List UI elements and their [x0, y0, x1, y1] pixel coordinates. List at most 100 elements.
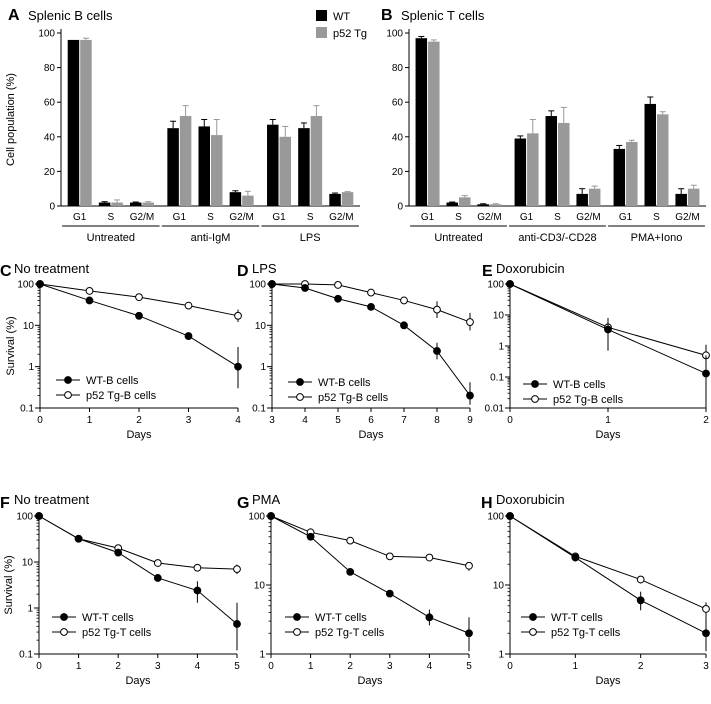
- bar-wt: [198, 126, 210, 206]
- data-point-filled: [425, 613, 434, 622]
- category-label: G1: [272, 212, 286, 223]
- data-point-filled: [114, 548, 123, 557]
- x-axis-label: Days: [357, 675, 383, 687]
- y-tick-label: 1: [260, 362, 266, 373]
- bar-p52tg: [459, 197, 471, 206]
- panel-label: C: [0, 263, 12, 280]
- bar-p52tg: [310, 116, 323, 206]
- panel-title: Splenic B cells: [28, 8, 113, 23]
- data-point-filled: [465, 629, 473, 638]
- legend-label: p52 Tg-T cells: [551, 627, 621, 639]
- data-point-filled: [506, 280, 514, 288]
- data-point-filled: [385, 589, 394, 598]
- panel-title: PMA: [252, 492, 281, 507]
- group-label: Untreated: [434, 232, 482, 244]
- x-tick-label: 2: [638, 661, 644, 672]
- data-point-filled: [306, 532, 315, 541]
- y-tick-label: 100: [487, 512, 504, 523]
- panel-F: F No treatment 0.1 1 10 100 0 1 2 3 4 5 Days Survival…: [0, 492, 241, 687]
- panel-label: B: [381, 7, 393, 24]
- y-tick-label: 40: [392, 132, 404, 143]
- y-tick-label: 0.1: [490, 373, 504, 384]
- bar-p52tg: [341, 192, 354, 206]
- data-point-open: [385, 552, 394, 561]
- legend-marker: [529, 613, 537, 621]
- y-tick-label: 1: [27, 604, 33, 615]
- bar-p52tg: [626, 141, 638, 206]
- legend-marker: [293, 628, 301, 636]
- panel-title: No treatment: [14, 261, 90, 276]
- bar-wt: [167, 128, 179, 206]
- legend-label: p52 Tg-B cells: [553, 394, 624, 406]
- y-tick-label: 100: [17, 280, 34, 291]
- data-point-open: [184, 301, 193, 310]
- data-point-filled: [267, 512, 275, 520]
- bar-wt: [613, 148, 626, 206]
- x-axis-label: Days: [125, 675, 151, 687]
- group-label: PMA+Iono: [631, 232, 683, 244]
- x-axis-label: Days: [126, 429, 152, 441]
- data-point-filled: [433, 347, 441, 355]
- legend-label: WT-B cells: [86, 375, 139, 387]
- y-tick-label: 0.1: [20, 404, 34, 415]
- bar-wt: [98, 202, 111, 206]
- y-tick-label: 10: [23, 321, 35, 332]
- bar-wt: [576, 193, 588, 206]
- y-tick-label: 0.1: [252, 404, 266, 415]
- data-point-open: [466, 318, 474, 326]
- bar-wt: [644, 103, 656, 206]
- category-label: S: [207, 212, 214, 223]
- panel-label: G: [237, 495, 249, 512]
- data-point-filled: [184, 332, 193, 340]
- legend-marker: [60, 628, 68, 636]
- group-label: anti-IgM: [191, 232, 231, 244]
- y-tick-label: 0: [397, 202, 403, 213]
- x-tick-label: 2: [136, 415, 142, 426]
- x-tick-label: 1: [76, 661, 82, 672]
- data-point-open: [153, 559, 162, 567]
- data-point-filled: [604, 325, 612, 334]
- category-label: G2/M: [477, 212, 501, 223]
- legend-marker: [531, 380, 539, 388]
- y-tick-label: 1: [259, 650, 265, 661]
- data-point-filled: [153, 574, 162, 582]
- legend-label: p52 Tg-T cells: [315, 627, 385, 639]
- legend-marker: [64, 376, 72, 384]
- x-tick-label: 4: [195, 661, 201, 672]
- y-tick-label: 1: [498, 342, 504, 353]
- legend-label: p52 Tg-T cells: [82, 627, 152, 639]
- x-tick-label: 5: [234, 661, 240, 672]
- bar-p52tg: [242, 195, 254, 206]
- legend-label: WT-B cells: [553, 379, 606, 391]
- category-label: S: [107, 212, 114, 223]
- category-label: G2/M: [329, 212, 353, 223]
- legend-marker: [64, 391, 72, 399]
- y-tick-label: 80: [392, 63, 404, 74]
- data-point-filled: [506, 512, 514, 520]
- bar-wt: [229, 192, 242, 206]
- bar-p52tg: [489, 204, 502, 206]
- x-tick-label: 2: [703, 415, 709, 426]
- legend-label: p52 Tg: [333, 28, 367, 40]
- x-axis-label: Days: [595, 429, 621, 441]
- category-label: G1: [421, 212, 435, 223]
- y-tick-label: 100: [38, 29, 55, 40]
- series-line: [509, 515, 707, 610]
- x-tick-label: 4: [235, 415, 241, 426]
- data-point-open: [234, 311, 242, 320]
- y-tick-label: 10: [493, 581, 505, 592]
- category-label: S: [307, 212, 314, 223]
- panel-label: D: [237, 263, 249, 280]
- bar-p52tg: [687, 188, 700, 206]
- x-tick-label: 1: [573, 661, 579, 672]
- data-point-filled: [334, 294, 342, 303]
- x-tick-label: 3: [155, 661, 161, 672]
- y-tick-label: 0: [49, 202, 55, 213]
- legend-swatch: [316, 27, 327, 38]
- legend-swatch: [316, 10, 327, 21]
- panel-label: H: [481, 495, 493, 512]
- panel-label: A: [8, 7, 20, 24]
- category-label: G1: [73, 212, 87, 223]
